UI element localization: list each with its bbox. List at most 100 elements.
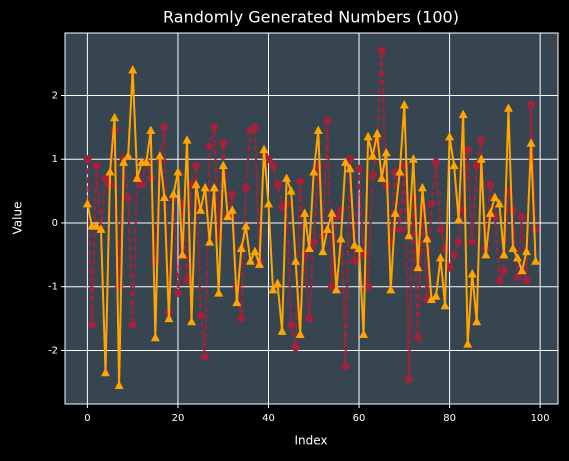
point-marker — [422, 233, 432, 243]
point-marker — [327, 208, 337, 217]
point-marker — [472, 161, 481, 170]
y-tick-label: -1 — [48, 282, 58, 293]
point-marker — [110, 112, 120, 122]
point-marker — [146, 125, 156, 135]
point-marker — [531, 225, 540, 234]
point-marker — [512, 253, 522, 262]
point-marker — [449, 160, 459, 170]
point-marker — [486, 180, 495, 189]
point-marker — [522, 276, 531, 285]
point-marker — [300, 208, 310, 217]
point-marker — [196, 311, 205, 320]
point-marker — [92, 161, 101, 170]
point-marker — [527, 101, 536, 110]
point-marker — [219, 139, 228, 148]
point-marker — [417, 182, 427, 192]
point-marker — [508, 243, 518, 252]
point-marker — [119, 157, 129, 166]
point-marker — [395, 225, 404, 234]
point-marker — [503, 103, 513, 112]
point-marker — [245, 256, 255, 265]
point-marker — [494, 198, 504, 208]
point-marker — [364, 282, 373, 291]
point-marker — [305, 314, 314, 323]
point-marker — [173, 289, 182, 298]
point-marker — [205, 237, 215, 246]
point-marker — [300, 250, 309, 259]
x-tick-label: 20 — [172, 413, 185, 424]
point-marker — [427, 199, 436, 208]
point-marker — [192, 161, 201, 170]
point-marker — [477, 136, 486, 145]
point-marker — [173, 166, 183, 176]
point-marker — [445, 263, 454, 272]
point-marker — [350, 257, 359, 266]
point-marker — [313, 125, 323, 135]
point-marker — [340, 157, 350, 166]
point-marker — [454, 238, 463, 247]
series-line — [86, 50, 537, 380]
point-marker — [440, 300, 450, 310]
point-marker — [268, 284, 278, 294]
point-marker — [431, 291, 441, 300]
point-marker — [210, 123, 219, 132]
point-marker — [101, 367, 111, 377]
point-marker — [291, 256, 301, 265]
point-marker — [196, 205, 206, 214]
point-marker — [287, 320, 296, 329]
point-marker — [490, 192, 500, 201]
point-marker — [237, 314, 246, 323]
point-marker — [159, 192, 169, 201]
point-marker — [368, 171, 377, 180]
point-marker — [372, 128, 382, 138]
point-marker — [241, 221, 251, 230]
point-marker — [250, 123, 259, 132]
point-marker — [436, 253, 446, 262]
point-marker — [508, 206, 517, 215]
point-marker — [463, 339, 473, 348]
point-marker — [413, 262, 423, 272]
point-marker — [445, 131, 455, 141]
point-marker — [472, 316, 482, 326]
point-marker — [468, 238, 477, 247]
point-marker — [476, 154, 486, 163]
x-tick-label: 40 — [262, 413, 275, 424]
point-marker — [114, 380, 124, 390]
point-marker — [200, 182, 210, 192]
point-marker — [132, 173, 142, 182]
point-marker — [408, 154, 418, 163]
point-marker — [105, 166, 115, 176]
point-marker — [331, 284, 341, 294]
y-tick-label: -2 — [48, 345, 58, 356]
point-marker — [101, 174, 110, 183]
point-marker — [327, 282, 336, 291]
point-marker — [341, 362, 350, 371]
point-marker — [481, 249, 491, 259]
point-marker — [363, 131, 373, 141]
y-tick-label: 1 — [52, 154, 58, 165]
point-marker — [441, 244, 450, 253]
point-marker — [350, 240, 360, 249]
point-marker — [517, 265, 527, 275]
point-marker — [368, 151, 378, 160]
point-marker — [485, 208, 495, 217]
point-marker — [141, 157, 151, 166]
point-marker — [87, 320, 96, 329]
point-marker — [386, 284, 396, 294]
point-marker — [463, 145, 472, 154]
point-marker — [236, 243, 246, 252]
x-tick-label: 80 — [443, 413, 456, 424]
point-marker — [177, 249, 187, 259]
point-marker — [214, 288, 224, 297]
point-marker — [182, 135, 192, 144]
point-marker — [273, 278, 283, 288]
point-marker — [354, 243, 364, 252]
point-marker — [123, 151, 133, 160]
point-marker — [282, 173, 292, 182]
point-marker — [304, 243, 314, 252]
point-marker — [318, 246, 328, 256]
point-marker — [404, 230, 414, 240]
x-tick-label: 0 — [84, 413, 90, 424]
point-marker — [273, 180, 282, 189]
